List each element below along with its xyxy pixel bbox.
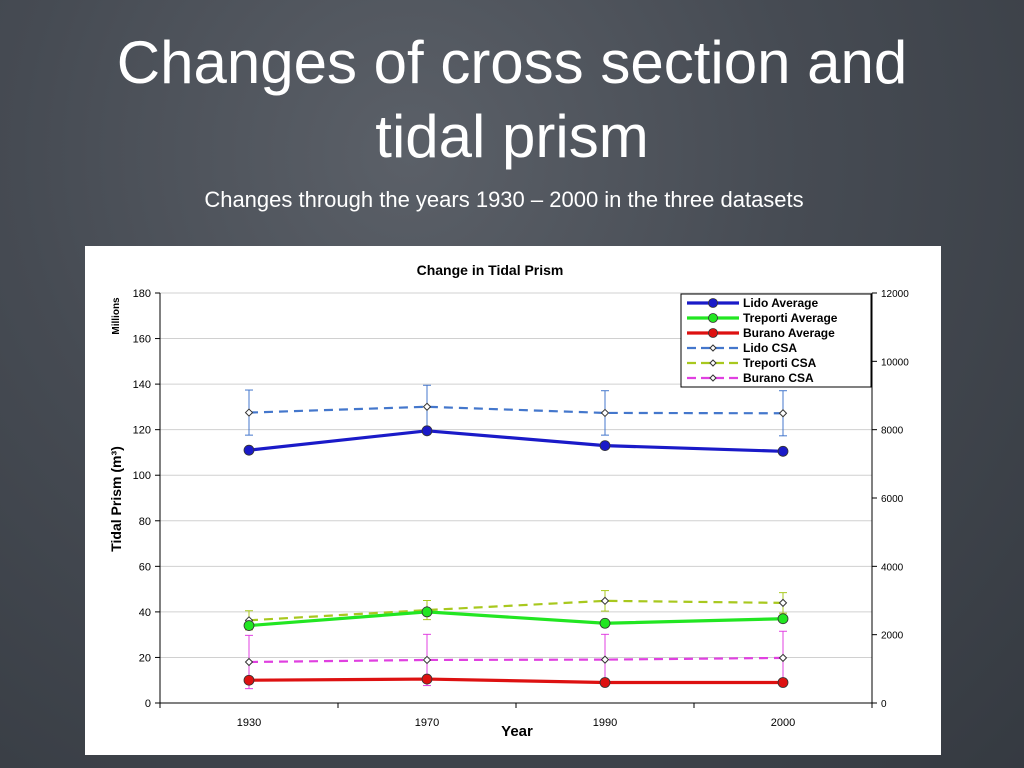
legend-label: Burano Average (743, 326, 835, 340)
data-point (243, 444, 255, 456)
y-tick-label: 140 (133, 379, 151, 391)
legend-label: Burano CSA (743, 371, 814, 385)
y-tick-label: 40 (139, 607, 151, 619)
y-unit-label: Millions (111, 297, 122, 335)
x-tick-label: 1970 (415, 717, 439, 729)
chart-panel: Change in Tidal Prism Millions Tidal Pri… (85, 246, 941, 755)
y2-tick-label: 4000 (881, 562, 904, 573)
legend-label: Treporti CSA (743, 356, 817, 370)
y-tick-label: 0 (145, 698, 151, 710)
data-point (777, 677, 789, 688)
data-point (421, 673, 433, 685)
y-tick-label: 120 (133, 425, 151, 437)
x-tick-label: 1990 (593, 717, 617, 729)
series-line (248, 610, 784, 628)
data-point (778, 598, 788, 608)
legend-label: Lido CSA (743, 341, 797, 355)
axis-layer: 0 20 40 60 80 100 120 140 160 180 0 2000 4000 6000 800… (133, 288, 910, 729)
series-line (248, 429, 784, 453)
slide-subtitle: Changes through the years 1930 – 2000 in… (204, 187, 804, 212)
y2-tick-label: 6000 (881, 494, 904, 505)
y-tick-label: 20 (139, 652, 151, 664)
y2-tick-label: 2000 (881, 631, 904, 642)
legend-marker (708, 328, 718, 338)
y2-tick-label: 10000 (881, 357, 909, 368)
x-axis-label: Year (501, 723, 533, 740)
data-point (243, 620, 255, 631)
legend-item: Treporti Average (687, 311, 838, 325)
y2-tick-label: 0 (881, 699, 887, 710)
data-point (599, 617, 611, 629)
data-point (244, 408, 254, 417)
y-tick-label: 100 (133, 470, 151, 482)
data-point (422, 402, 432, 411)
legend-box (680, 293, 872, 388)
data-point (778, 409, 788, 418)
series-treporti-average (243, 606, 789, 631)
data-point (777, 445, 789, 457)
legend-item: Burano CSA (687, 371, 814, 385)
y-axis-label: Tidal Prism (m³) (108, 446, 124, 552)
data-point (778, 653, 788, 663)
legend-item: Treporti CSA (687, 356, 817, 370)
series-layer (243, 384, 789, 690)
legend-label: Lido Average (743, 296, 818, 310)
legend-marker (708, 313, 718, 323)
series-lido-average (243, 425, 789, 457)
data-point (422, 655, 432, 665)
x-tick-label: 1930 (237, 717, 261, 729)
data-point (600, 408, 610, 418)
data-point (243, 674, 255, 686)
data-point (244, 657, 254, 667)
series-burano-csa (244, 630, 788, 690)
y-tick-label: 160 (133, 334, 151, 346)
y-tick-label: 80 (139, 516, 151, 528)
legend-label: Treporti Average (743, 311, 838, 325)
series-lido-csa (244, 384, 788, 437)
data-point (421, 606, 433, 618)
legend-marker (709, 374, 717, 382)
series-burano-average (243, 673, 789, 688)
chart-title: Change in Tidal Prism (417, 262, 564, 278)
y-tick-label: 180 (133, 288, 151, 300)
legend-item: Lido CSA (687, 341, 797, 355)
data-point (421, 425, 433, 437)
legend-marker (709, 359, 717, 367)
x-tick-label: 2000 (771, 717, 795, 729)
y2-tick-label: 8000 (881, 426, 904, 437)
data-point (599, 677, 611, 688)
data-point (777, 613, 789, 625)
legend-item: Burano Average (687, 326, 835, 340)
y2-tick-label: 12000 (881, 289, 909, 300)
y-tick-label: 60 (139, 561, 151, 573)
data-point (600, 596, 610, 606)
legend-marker (708, 298, 718, 308)
legend-item: Lido Average (687, 296, 818, 310)
series-line (248, 677, 783, 685)
data-point (600, 655, 610, 664)
tidal-prism-chart: Change in Tidal Prism Millions Tidal Pri… (85, 246, 941, 755)
legend-marker (709, 344, 717, 352)
slide-title: Changes of cross section and tidal prism (116, 29, 908, 170)
data-point (599, 440, 611, 452)
